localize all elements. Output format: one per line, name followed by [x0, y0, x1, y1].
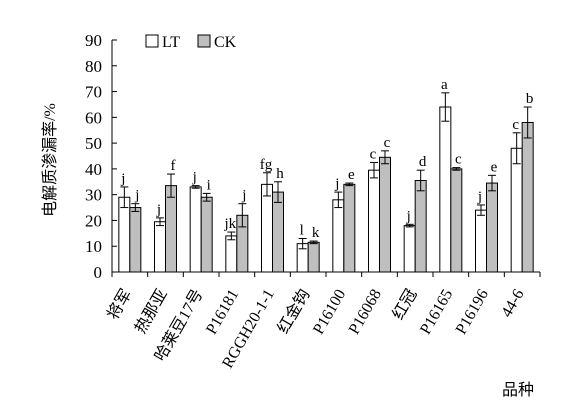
- significance-label: j: [334, 176, 339, 192]
- legend-label: LT: [162, 34, 180, 51]
- significance-label: j: [241, 188, 246, 204]
- y-axis-ticks: 0 10 20 30 40 50 60 70 80 90: [85, 31, 117, 282]
- significance-label: j: [406, 208, 411, 224]
- bar-lt: [189, 186, 202, 273]
- significance-label: j: [156, 202, 161, 218]
- bar-lt: [225, 235, 238, 273]
- y-tick-label: 20: [85, 211, 102, 230]
- significance-label: e: [491, 159, 498, 175]
- significance-label: k: [312, 225, 320, 241]
- x-axis-label: 品种: [502, 381, 534, 399]
- bar-ck: [450, 168, 463, 273]
- bar-ck: [165, 185, 177, 273]
- x-tick-label: 44-6: [498, 287, 527, 321]
- y-tick-label: 70: [85, 83, 102, 102]
- y-tick-label: 10: [85, 237, 102, 256]
- bar-lt: [439, 106, 452, 273]
- bar-ck: [200, 196, 213, 273]
- significance-label: f: [171, 158, 176, 174]
- bar-ck: [379, 156, 391, 273]
- bar-lt: [332, 199, 345, 273]
- y-tick-label: 40: [85, 160, 102, 179]
- significance-label: c: [512, 117, 519, 133]
- significance-label: j: [120, 171, 125, 187]
- y-tick-label: 30: [85, 186, 102, 205]
- y-tick-label: 90: [85, 31, 102, 50]
- significance-label: i: [207, 177, 211, 193]
- y-tick-label: 80: [85, 57, 102, 76]
- x-tick-label: P16100: [310, 287, 349, 338]
- x-tick-label: P16165: [417, 287, 456, 338]
- significance-label: d: [419, 154, 427, 170]
- x-tick-label: 红冠: [389, 286, 421, 323]
- bar-lt: [403, 225, 416, 273]
- bar-ck: [521, 121, 534, 273]
- x-axis-ticks: 将军热那亚哈莱豆17号P16181RGGH20-1-1红金钩P16100P160…: [104, 272, 541, 371]
- x-tick-label: P16068: [346, 287, 385, 338]
- significance-label: a: [441, 77, 448, 93]
- x-tick-label: 热那亚: [131, 286, 171, 337]
- significance-label: j: [192, 170, 197, 186]
- bar-lt: [368, 169, 380, 273]
- legend-swatch-ck: [197, 34, 211, 48]
- x-tick-label: 红金钩: [274, 286, 314, 337]
- bar-ck: [272, 191, 284, 273]
- legend-label: CK: [214, 34, 237, 51]
- bar-lt: [475, 209, 487, 273]
- significance-label: c: [384, 135, 391, 151]
- bar-lt: [510, 147, 523, 273]
- bar-ck: [414, 179, 427, 273]
- significance-label: l: [300, 222, 304, 238]
- significance-label: j: [134, 188, 139, 204]
- significance-label: c: [455, 152, 462, 168]
- x-tick-label: P16181: [203, 287, 242, 338]
- legend: LT CK: [145, 34, 237, 51]
- significance-label: b: [526, 91, 534, 107]
- significance-label: e: [348, 167, 355, 183]
- y-tick-label: 50: [85, 134, 102, 153]
- bar-lt: [261, 183, 273, 273]
- significance-label: c: [370, 146, 377, 162]
- bar-ck: [129, 207, 142, 273]
- y-tick-label: 0: [94, 263, 103, 282]
- bar-lt: [154, 221, 166, 273]
- y-tick-label: 60: [85, 108, 102, 127]
- bar-lt: [118, 196, 131, 273]
- significance-label: j: [477, 189, 482, 205]
- x-tick-label: 将军: [104, 286, 136, 323]
- y-axis-label: 电解质渗漏率/%: [41, 103, 59, 217]
- bar-ck: [486, 182, 498, 273]
- x-tick-label: P16196: [453, 287, 492, 338]
- significance-label: fg: [260, 157, 273, 173]
- bar-ck: [343, 183, 356, 273]
- legend-swatch-lt: [145, 34, 159, 48]
- significance-label: jk: [223, 216, 236, 232]
- significance-label: h: [276, 166, 284, 182]
- bar-ck: [307, 241, 320, 273]
